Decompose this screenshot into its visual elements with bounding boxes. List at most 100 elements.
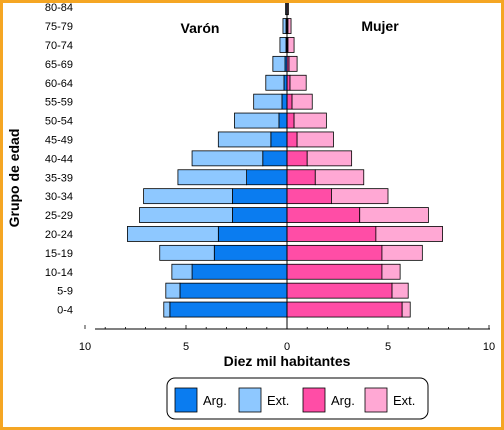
bar-female-arg-10-14 <box>286 263 383 280</box>
bar-female-ext-15-19 <box>381 244 423 261</box>
bar-male-ext-80-84 <box>285 3 287 16</box>
x-axis-title: Diez mil habitantes <box>224 353 351 369</box>
x-tick-label: 10 <box>79 341 91 353</box>
age-group-label: 10-14 <box>45 267 73 279</box>
bar-female-arg-50-54 <box>286 112 295 129</box>
bar-female-arg-0-4 <box>286 301 403 318</box>
bar-female-ext-0-4 <box>401 301 411 318</box>
age-group-label: 30-34 <box>45 191 73 203</box>
bar-female-ext-40-44 <box>306 150 353 167</box>
bar-male-ext-20-24 <box>127 226 219 242</box>
bar-male-ext-60-64 <box>265 74 285 91</box>
age-group-label: 70-74 <box>45 40 73 52</box>
bar-female-arg-15-19 <box>286 244 383 261</box>
legend-box <box>166 377 429 420</box>
age-group-label: 50-54 <box>45 116 73 128</box>
bar-male-arg-40-44 <box>262 150 288 167</box>
bar-female-ext-25-29 <box>359 207 429 223</box>
bar-male-arg-55-59 <box>281 93 288 110</box>
bar-male-ext-40-44 <box>191 150 264 167</box>
bar-female-ext-60-64 <box>289 74 307 91</box>
age-group-label: 80-84 <box>45 3 73 14</box>
bar-male-ext-0-4 <box>163 301 171 318</box>
age-group-label: 65-69 <box>45 59 73 71</box>
age-group-label: 45-49 <box>45 134 73 146</box>
bar-female-ext-30-34 <box>331 188 389 205</box>
bar-male-arg-15-19 <box>213 244 288 261</box>
age-group-label: 40-44 <box>45 153 73 165</box>
legend-label-3: Ext. <box>393 393 415 408</box>
bar-male-ext-10-14 <box>171 263 193 280</box>
bar-male-ext-35-39 <box>177 169 247 186</box>
legend-swatch-1 <box>238 387 262 413</box>
y-axis-title: Grupo de edad <box>6 129 22 228</box>
bar-female-arg-20-24 <box>286 226 377 242</box>
bar-female-ext-70-74 <box>287 37 295 53</box>
bar-female-arg-5-9 <box>286 282 393 299</box>
bar-male-arg-35-39 <box>246 169 288 186</box>
legend-label-0: Arg. <box>203 393 227 408</box>
axes-layer <box>84 15 490 330</box>
bar-male-arg-45-49 <box>270 131 288 148</box>
bar-female-arg-40-44 <box>286 150 308 167</box>
bar-female-ext-20-24 <box>375 226 443 242</box>
left-side-label: Varón <box>181 20 220 36</box>
x-tick-label: 10 <box>483 341 495 353</box>
x-tick-label: 5 <box>385 341 391 353</box>
bar-male-ext-70-74 <box>279 37 287 53</box>
legend-swatch-0 <box>174 387 198 413</box>
bar-female-ext-10-14 <box>381 263 401 280</box>
bar-female-arg-30-34 <box>286 188 332 205</box>
legend-swatch-2 <box>302 387 326 413</box>
population-pyramid-chart: 0-4 5-9 10-14 15-19 20-24 25-29 30-34 35-39 40-4… <box>6 3 495 420</box>
x-tick-label: 5 <box>183 341 189 353</box>
age-group-label: 25-29 <box>45 210 73 222</box>
bar-male-arg-50-54 <box>278 112 288 129</box>
bar-female-ext-50-54 <box>293 112 327 129</box>
bar-female-ext-5-9 <box>391 282 409 299</box>
bar-female-arg-45-49 <box>286 131 298 148</box>
bar-male-ext-45-49 <box>217 131 272 148</box>
right-side-label: Mujer <box>361 18 399 34</box>
age-group-label: 55-59 <box>45 97 73 109</box>
bar-male-arg-20-24 <box>217 226 288 242</box>
bar-male-arg-10-14 <box>191 263 288 280</box>
age-group-label: 35-39 <box>45 172 73 184</box>
bar-male-arg-25-29 <box>232 207 288 223</box>
bar-female-arg-25-29 <box>286 207 361 223</box>
bar-male-arg-30-34 <box>232 188 288 205</box>
legend-label-2: Arg. <box>331 393 355 408</box>
bar-female-ext-65-69 <box>288 55 298 72</box>
bar-male-ext-65-69 <box>272 55 286 72</box>
bar-female-arg-55-59 <box>286 93 293 110</box>
bar-male-ext-50-54 <box>234 112 280 129</box>
legend: Arg. Ext. Arg. Ext. <box>166 377 429 420</box>
bar-female-ext-35-39 <box>314 169 365 186</box>
x-tick-label: 0 <box>284 341 290 353</box>
bar-male-ext-25-29 <box>139 207 233 223</box>
x-tick-labels: 10 5 0 5 10 <box>79 341 495 353</box>
age-group-label: 20-24 <box>45 229 73 241</box>
age-group-label: 0-4 <box>57 305 73 317</box>
bar-male-ext-75-79 <box>282 18 287 34</box>
bar-male-ext-15-19 <box>159 244 215 261</box>
bar-female-ext-80-84 <box>287 3 289 16</box>
legend-swatch-3 <box>364 387 388 413</box>
bar-female-ext-45-49 <box>296 131 334 148</box>
age-group-label: 15-19 <box>45 248 73 260</box>
bar-male-arg-0-4 <box>169 301 288 318</box>
age-group-label: 60-64 <box>45 78 73 90</box>
bar-female-ext-75-79 <box>287 18 292 34</box>
age-group-label: 5-9 <box>57 286 73 298</box>
bar-female-ext-55-59 <box>291 93 313 110</box>
bar-female-arg-35-39 <box>286 169 316 186</box>
bars-layer <box>127 3 443 318</box>
bar-male-ext-5-9 <box>165 282 181 299</box>
bar-male-ext-55-59 <box>253 93 283 110</box>
legend-label-1: Ext. <box>267 393 289 408</box>
bar-male-arg-5-9 <box>179 282 288 299</box>
age-group-labels: 0-4 5-9 10-14 15-19 20-24 25-29 30-34 35-39 40-4… <box>45 3 73 317</box>
bar-male-ext-30-34 <box>143 188 233 205</box>
age-group-label: 75-79 <box>45 21 73 33</box>
